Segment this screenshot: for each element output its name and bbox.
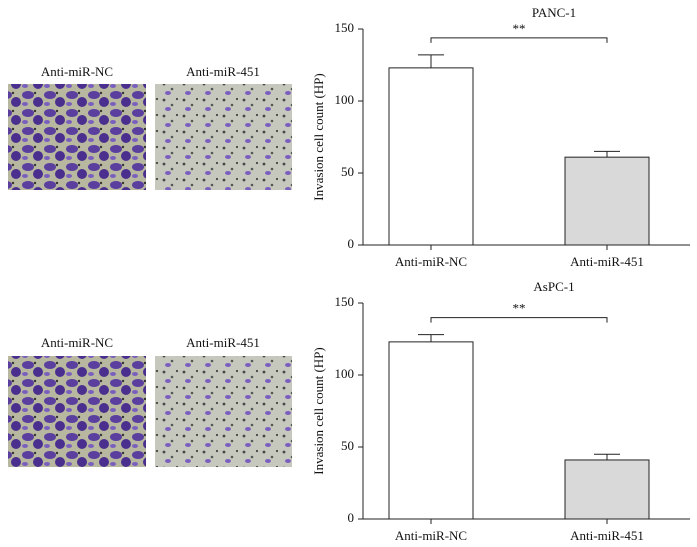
bar <box>388 67 474 246</box>
x-tick-label: Anti-miR-451 <box>570 528 644 543</box>
y-tick-label: 100 <box>335 92 355 107</box>
y-axis-label: Invasion cell count (HP) <box>311 347 326 474</box>
y-tick-label: 0 <box>348 236 355 251</box>
x-tick-label: Anti-miR-NC <box>395 254 467 269</box>
bar <box>388 341 474 520</box>
significance-bracket <box>430 37 608 43</box>
chart-title: AsPC-1 <box>533 279 574 294</box>
bar <box>564 459 650 520</box>
micrograph <box>8 84 146 190</box>
micrograph <box>155 84 292 190</box>
image-label: Anti-miR-NC <box>41 64 113 79</box>
significance-label: ** <box>513 21 526 36</box>
x-tick-label: Anti-miR-NC <box>395 528 467 543</box>
y-axis-label: Invasion cell count (HP) <box>311 73 326 200</box>
x-tick-label: Anti-miR-451 <box>570 254 644 269</box>
y-tick-label: 50 <box>341 438 354 453</box>
y-tick-label: 150 <box>335 294 355 309</box>
bar <box>564 156 650 246</box>
y-tick-label: 50 <box>341 164 354 179</box>
significance-label: ** <box>513 301 526 316</box>
y-tick-label: 150 <box>335 20 355 35</box>
y-tick-label: 0 <box>348 510 355 525</box>
image-label: Anti-miR-451 <box>186 64 260 79</box>
image-label: Anti-miR-451 <box>186 335 260 350</box>
micrograph <box>8 356 146 467</box>
image-label: Anti-miR-NC <box>41 335 113 350</box>
y-tick-label: 100 <box>335 366 355 381</box>
micrograph <box>155 356 292 467</box>
chart-title: PANC-1 <box>532 5 576 20</box>
significance-bracket <box>430 317 608 323</box>
